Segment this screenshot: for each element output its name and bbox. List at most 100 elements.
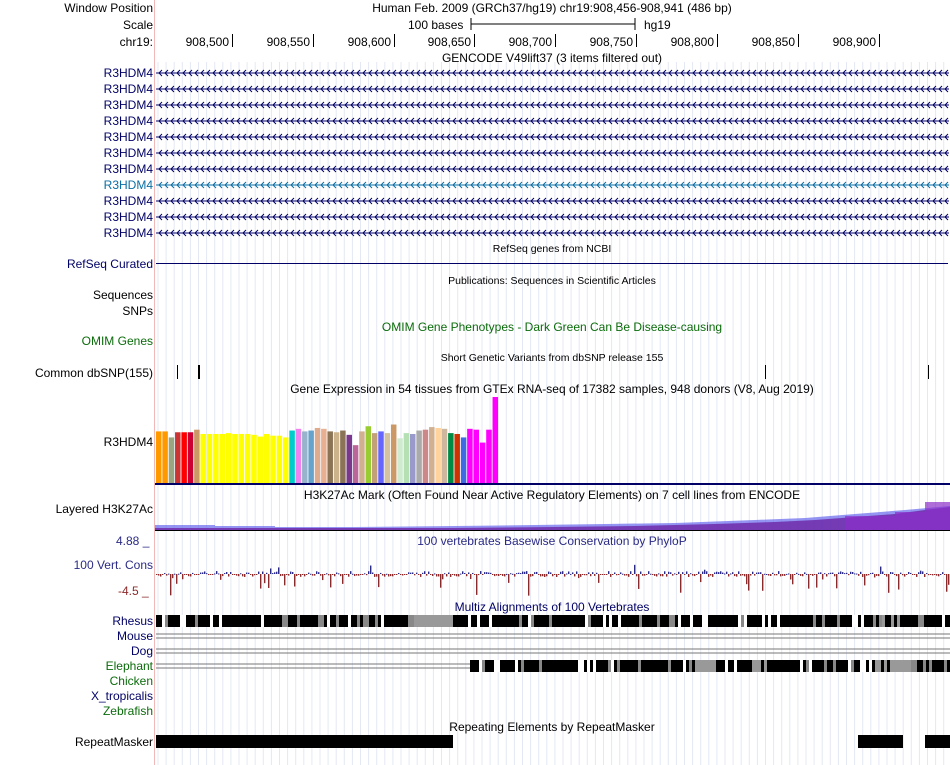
omim-genes-label[interactable]: OMIM Genes: [81, 334, 153, 348]
phylop-value: [574, 574, 576, 577]
phylop-value: [634, 564, 636, 574]
publications-track-title[interactable]: Publications: Sequences in Scientific Ar…: [448, 275, 656, 287]
alignment-block: [252, 615, 255, 627]
phylop-value: [380, 572, 382, 574]
publications-sequences-label[interactable]: Sequences: [92, 288, 153, 302]
phylop-value: [348, 574, 350, 577]
phylop-value: [854, 573, 856, 575]
alignment-block: [393, 615, 396, 627]
ruler-tick-mark: [474, 34, 475, 47]
alignment-block: [279, 615, 282, 627]
refseq-curated-label[interactable]: RefSeq Curated: [66, 257, 153, 271]
publications-snps-label[interactable]: SNPs: [122, 304, 153, 318]
gencode-gene-label[interactable]: R3HDM4: [103, 210, 153, 224]
alignment-block: [699, 615, 702, 627]
gencode-transcript[interactable]: [155, 114, 950, 128]
repeatmasker-track-title[interactable]: Repeating Elements by RepeatMasker: [449, 720, 655, 734]
h3k27ac-label[interactable]: Layered H3K27Ac: [55, 502, 153, 516]
gencode-transcript[interactable]: [155, 194, 950, 208]
repeatmasker-label[interactable]: RepeatMasker: [74, 735, 153, 749]
multiz-species-label[interactable]: Elephant: [105, 659, 153, 673]
gencode-gene-label[interactable]: R3HDM4: [103, 98, 153, 112]
gtex-bar: [435, 427, 441, 483]
phylop-value: [782, 574, 784, 576]
alignment-block: [282, 615, 285, 627]
multiz-species-label[interactable]: Zebrafish: [102, 704, 153, 718]
gencode-transcript[interactable]: [155, 162, 950, 176]
ruler-tick-label: 908,700: [508, 35, 552, 49]
phylop-wiggle[interactable]: [155, 548, 950, 600]
phylop-value: [690, 573, 692, 575]
alignment-block: [728, 660, 731, 672]
phylop-value: [534, 572, 536, 574]
gtex-bar-chart[interactable]: [155, 396, 950, 488]
gencode-gene-label[interactable]: R3HDM4: [103, 162, 153, 176]
alignment-block: [936, 615, 939, 627]
dbsnp-track-title[interactable]: Short Genetic Variants from dbSNP releas…: [440, 352, 664, 364]
alignment-block: [542, 660, 545, 672]
gtex-bar: [156, 431, 162, 483]
multiz-species-label[interactable]: X_tropicalis: [90, 689, 153, 703]
multiz-track-title[interactable]: Multiz Alignments of 100 Vertebrates: [454, 600, 650, 614]
alignment-block: [878, 660, 881, 672]
phylop-value: [248, 572, 250, 574]
phylop-value: [546, 574, 548, 577]
omim-track-title[interactable]: OMIM Gene Phenotypes - Dark Green Can Be…: [381, 320, 723, 334]
alignment-block: [669, 615, 672, 627]
refseq-track-title[interactable]: RefSeq genes from NCBI: [492, 243, 612, 255]
phylop-label[interactable]: 100 Vert. Cons: [73, 558, 153, 572]
gencode-gene-label[interactable]: R3HDM4: [103, 178, 153, 192]
h3k27ac-track-title[interactable]: H3K27Ac Mark (Often Found Near Active Re…: [303, 488, 801, 502]
refseq-gene-line[interactable]: [156, 263, 948, 264]
alignment-block: [530, 660, 533, 672]
alignment-block: [668, 660, 671, 672]
phylop-value: [352, 573, 354, 575]
gencode-transcript[interactable]: [155, 178, 950, 192]
alignment-block: [506, 660, 509, 672]
phylop-value: [928, 574, 930, 576]
gencode-gene-label[interactable]: R3HDM4: [103, 114, 153, 128]
phylop-value: [598, 574, 600, 583]
gencode-gene-label[interactable]: R3HDM4: [103, 146, 153, 160]
gencode-gene-label[interactable]: R3HDM4: [103, 66, 153, 80]
ruler-tick-label: 908,800: [670, 35, 714, 49]
multiz-species-label[interactable]: Dog: [130, 644, 153, 658]
alignment-block: [816, 615, 819, 627]
phylop-value: [558, 574, 560, 575]
gencode-transcript[interactable]: [155, 210, 950, 224]
alignment-block: [776, 660, 779, 672]
gencode-gene-label[interactable]: R3HDM4: [103, 82, 153, 96]
repeatmasker-elements[interactable]: [155, 734, 950, 750]
alignment-block: [873, 615, 876, 627]
phylop-track-title[interactable]: 100 vertebrates Basewise Conservation by…: [417, 534, 687, 548]
phylop-value: [200, 572, 202, 574]
gencode-gene-label[interactable]: R3HDM4: [103, 226, 153, 240]
phylop-value: [494, 574, 496, 577]
gencode-transcript[interactable]: [155, 130, 950, 144]
gencode-gene-label[interactable]: R3HDM4: [103, 194, 153, 208]
phylop-value: [724, 573, 726, 575]
multiz-species-label[interactable]: Chicken: [109, 674, 153, 688]
alignment-block: [677, 660, 680, 672]
dbsnp-variants[interactable]: [155, 364, 950, 382]
multiz-species-label[interactable]: Mouse: [116, 629, 153, 643]
ruler-tick-label: 908,900: [832, 35, 876, 49]
phylop-value: [600, 574, 602, 575]
gencode-transcript[interactable]: [155, 98, 950, 112]
dbsnp-label[interactable]: Common dbSNP(155): [34, 366, 153, 380]
gencode-transcript[interactable]: [155, 146, 950, 160]
alignment-block: [267, 615, 270, 627]
h3k27ac-signal[interactable]: [155, 498, 950, 532]
multiz-alignments[interactable]: [155, 614, 950, 724]
gencode-gene-label[interactable]: R3HDM4: [103, 130, 153, 144]
gencode-transcript[interactable]: [155, 226, 950, 240]
alignment-block: [498, 615, 501, 627]
multiz-species-label[interactable]: Rhesus: [112, 614, 153, 628]
gtex-track-title[interactable]: Gene Expression in 54 tissues from GTEx …: [290, 382, 814, 396]
gencode-transcript[interactable]: [155, 82, 950, 96]
gtex-gene-label[interactable]: R3HDM4: [103, 435, 153, 449]
gencode-transcript[interactable]: [155, 66, 950, 80]
phylop-value: [940, 573, 942, 575]
gencode-track-title[interactable]: GENCODE V49lift37 (3 items filtered out): [441, 51, 663, 65]
alignment-block: [803, 660, 806, 672]
